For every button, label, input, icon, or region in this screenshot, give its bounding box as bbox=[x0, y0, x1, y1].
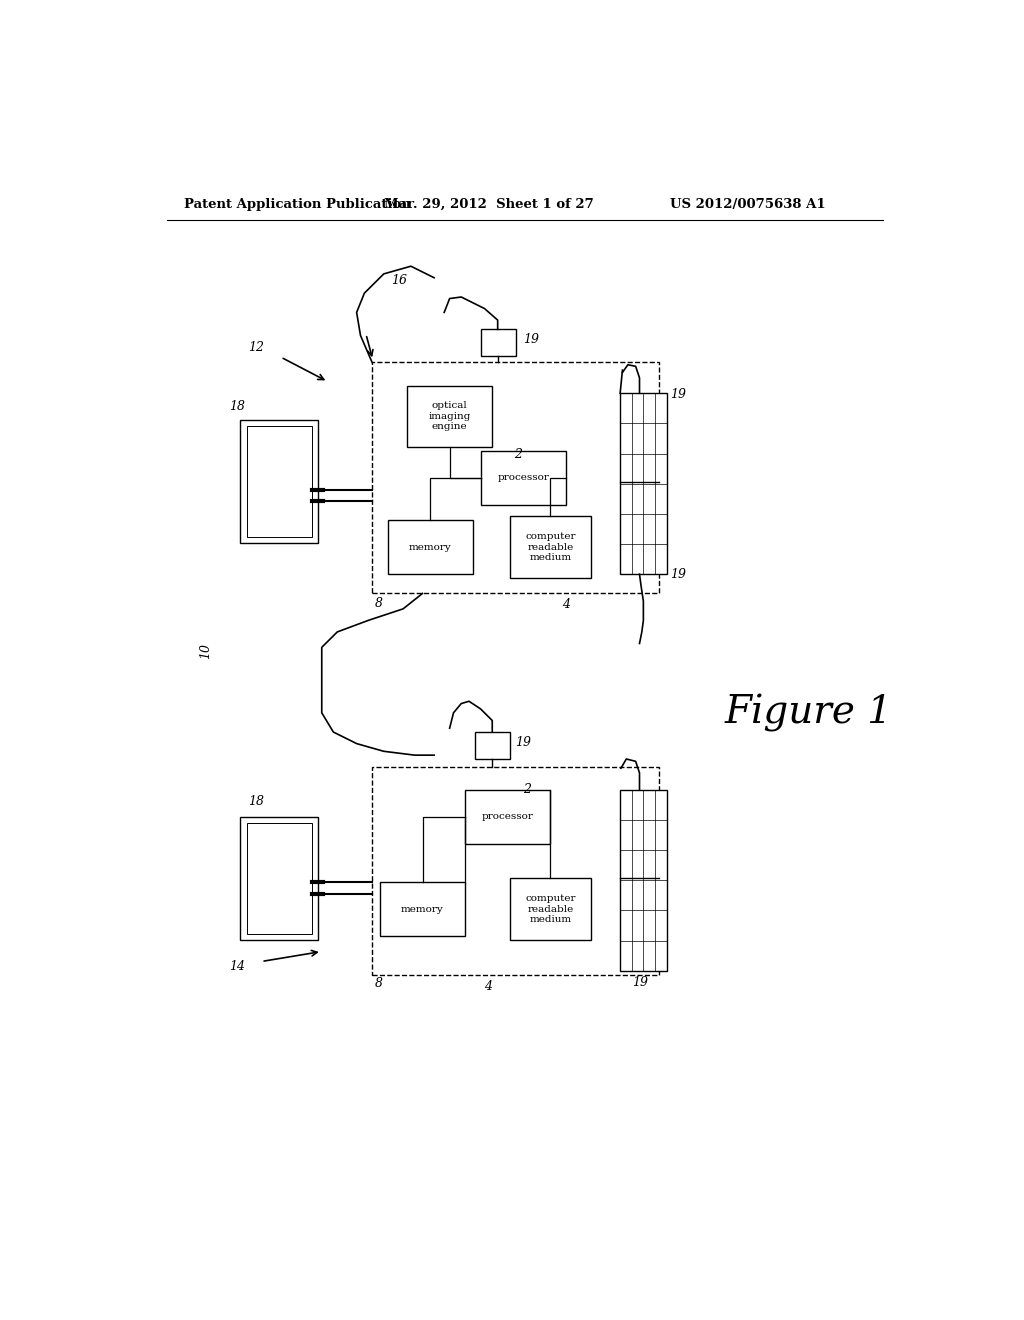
Bar bbox=[388, 520, 473, 574]
Text: 16: 16 bbox=[391, 273, 408, 286]
Text: 2: 2 bbox=[523, 783, 531, 796]
Bar bbox=[480, 451, 566, 506]
Text: processor: processor bbox=[482, 812, 534, 821]
Bar bbox=[407, 385, 493, 447]
Text: Figure 1: Figure 1 bbox=[725, 694, 893, 731]
Text: 10: 10 bbox=[200, 643, 212, 659]
Text: 12: 12 bbox=[248, 341, 264, 354]
Bar bbox=[621, 789, 667, 970]
Bar bbox=[475, 733, 510, 759]
Text: 8: 8 bbox=[375, 597, 382, 610]
Text: computer
readable
medium: computer readable medium bbox=[525, 532, 575, 562]
Bar bbox=[241, 420, 317, 544]
Text: 8: 8 bbox=[375, 977, 382, 990]
Text: 14: 14 bbox=[228, 961, 245, 973]
Text: US 2012/0075638 A1: US 2012/0075638 A1 bbox=[671, 198, 826, 211]
Text: processor: processor bbox=[498, 474, 549, 482]
Text: 19: 19 bbox=[671, 568, 686, 581]
Text: optical
imaging
engine: optical imaging engine bbox=[428, 401, 471, 432]
Bar bbox=[480, 330, 515, 356]
Bar bbox=[372, 767, 658, 974]
Bar bbox=[510, 516, 591, 578]
Bar bbox=[247, 426, 311, 537]
Bar bbox=[380, 882, 465, 936]
Text: Patent Application Publication: Patent Application Publication bbox=[183, 198, 411, 211]
Text: 19: 19 bbox=[632, 975, 648, 989]
Text: Mar. 29, 2012  Sheet 1 of 27: Mar. 29, 2012 Sheet 1 of 27 bbox=[384, 198, 594, 211]
Text: 2: 2 bbox=[514, 449, 522, 462]
Bar bbox=[247, 822, 311, 933]
Text: 4: 4 bbox=[562, 598, 570, 611]
Text: 18: 18 bbox=[248, 795, 264, 808]
Text: 18: 18 bbox=[228, 400, 245, 413]
Text: 19: 19 bbox=[515, 735, 531, 748]
Text: memory: memory bbox=[409, 543, 452, 552]
Text: 4: 4 bbox=[484, 979, 493, 993]
Bar bbox=[465, 789, 550, 843]
Text: memory: memory bbox=[401, 904, 443, 913]
Bar bbox=[621, 393, 667, 574]
Text: computer
readable
medium: computer readable medium bbox=[525, 894, 575, 924]
Bar bbox=[510, 878, 591, 940]
Bar bbox=[241, 817, 317, 940]
Text: 19: 19 bbox=[671, 388, 686, 401]
Text: 19: 19 bbox=[523, 333, 540, 346]
Bar bbox=[372, 363, 658, 594]
